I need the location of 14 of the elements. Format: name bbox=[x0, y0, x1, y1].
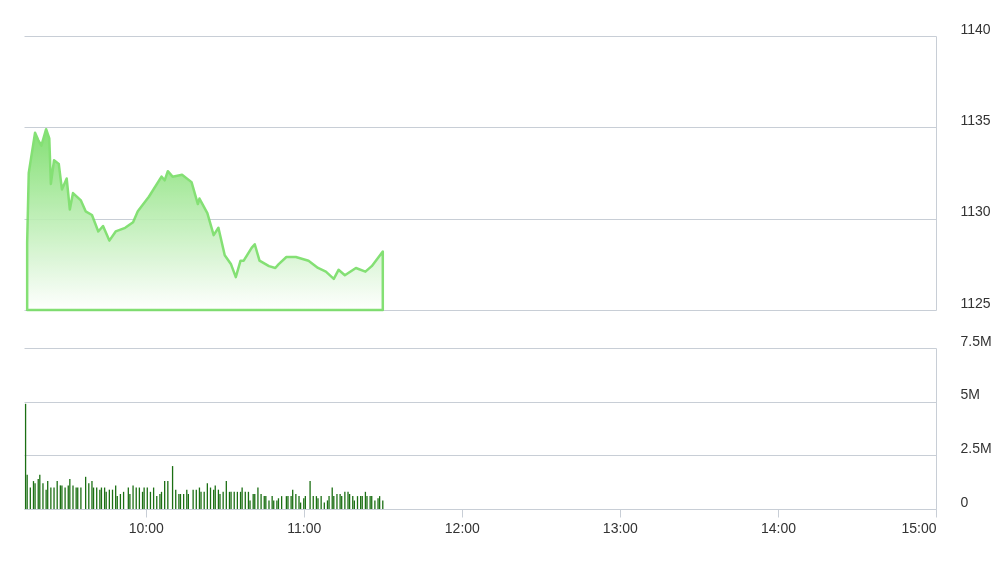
y-tick-label: 7.5M bbox=[960, 332, 992, 349]
x-tick-label: 14:00 bbox=[760, 519, 797, 536]
x-tick-label: 13:00 bbox=[602, 519, 639, 536]
y-tick-label: 1130 bbox=[960, 203, 991, 220]
y-tick-label: 0 bbox=[960, 493, 969, 510]
x-tick-label: 11:00 bbox=[287, 519, 322, 536]
x-tick-label: 15:00 bbox=[901, 519, 937, 536]
y-tick-label: 2.5M bbox=[960, 439, 992, 456]
x-tick-label: 10:00 bbox=[128, 519, 164, 536]
y-tick-label: 5M bbox=[960, 386, 980, 403]
x-tick-label: 12:00 bbox=[444, 519, 481, 536]
y-tick-label: 1125 bbox=[960, 294, 991, 311]
y-tick-label: 1135 bbox=[960, 111, 991, 128]
y-tick-label: 1140 bbox=[960, 20, 991, 37]
